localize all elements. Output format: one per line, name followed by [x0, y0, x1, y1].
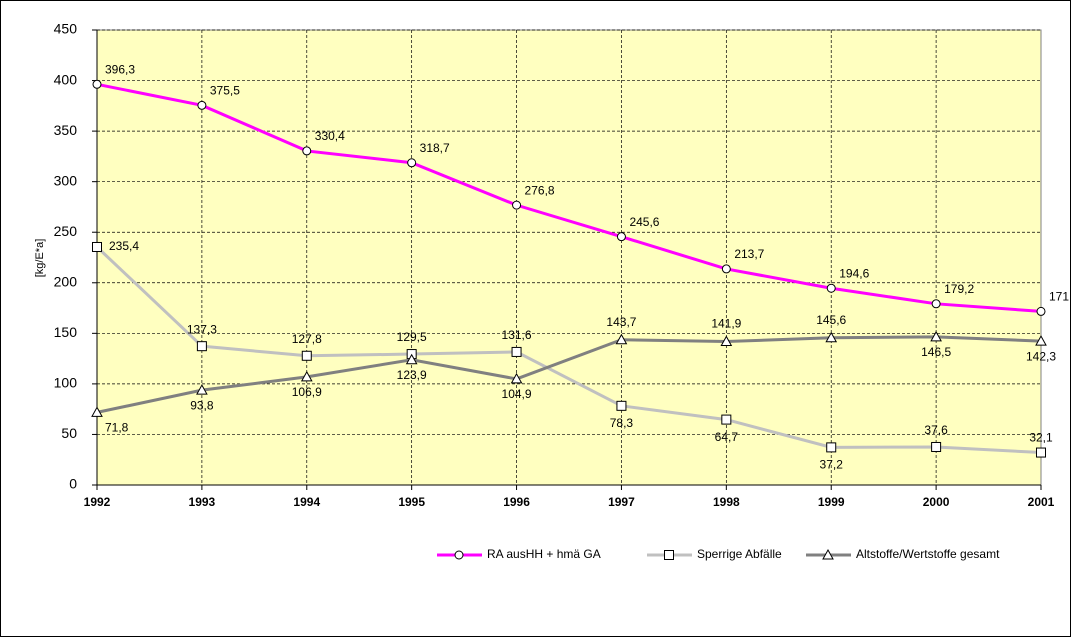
data-label: 32,1 — [1029, 431, 1053, 445]
x-tick-label: 1999 — [818, 495, 845, 509]
marker — [930, 330, 942, 342]
marker — [302, 146, 312, 156]
data-label: 375,5 — [210, 83, 240, 97]
marker — [825, 331, 838, 343]
data-label: 93,8 — [190, 398, 214, 412]
x-tick-label: 1997 — [608, 495, 635, 509]
marker — [664, 550, 674, 560]
marker — [510, 372, 523, 384]
data-label: 78,3 — [610, 416, 634, 430]
y-tick-label: 150 — [54, 324, 78, 340]
marker — [616, 232, 626, 242]
data-label: 143,7 — [606, 315, 636, 329]
marker — [407, 158, 417, 168]
marker — [1036, 447, 1046, 458]
x-tick-label: 1994 — [293, 495, 320, 509]
data-label: 137,3 — [187, 322, 217, 336]
marker — [300, 370, 313, 382]
data-label: 64,7 — [715, 430, 739, 444]
x-tick-label: 2000 — [923, 495, 950, 509]
data-label: 127,8 — [292, 332, 322, 346]
x-tick-label: 2001 — [1028, 495, 1055, 509]
y-tick-label: 400 — [54, 71, 78, 87]
marker — [92, 79, 102, 89]
marker — [512, 200, 522, 210]
marker — [720, 335, 733, 347]
data-label: 123,9 — [397, 368, 427, 382]
series-line — [95, 245, 1042, 455]
data-label: 330,4 — [315, 129, 345, 143]
marker — [405, 353, 418, 365]
data-label: 37,6 — [924, 423, 948, 437]
x-tick-label: 1995 — [398, 495, 425, 509]
marker — [92, 241, 102, 252]
y-tick-label: 300 — [54, 172, 78, 188]
data-label: 235,4 — [109, 239, 139, 253]
data-label: 146,5 — [921, 345, 951, 359]
y-tick-label: 0 — [69, 476, 77, 492]
y-tick-label: 350 — [54, 122, 78, 138]
data-label: 245,6 — [629, 215, 659, 229]
data-label: 141,9 — [711, 317, 741, 331]
data-label: 171,7 — [1049, 290, 1071, 304]
data-label: 179,2 — [944, 282, 974, 296]
marker — [931, 299, 941, 309]
data-label: 318,7 — [420, 141, 450, 155]
legend-label: Sperrige Abfälle — [697, 547, 782, 561]
marker — [196, 341, 207, 352]
y-tick-label: 50 — [61, 425, 77, 441]
data-label: 213,7 — [734, 247, 764, 261]
marker — [91, 406, 103, 417]
marker — [931, 441, 942, 452]
data-label: 145,6 — [816, 313, 846, 327]
data-label: 131,6 — [502, 328, 532, 342]
marker — [721, 414, 732, 425]
series-line — [96, 335, 1042, 414]
data-label: 194,6 — [839, 266, 869, 280]
marker — [826, 442, 837, 453]
data-label: 37,2 — [820, 458, 844, 472]
data-label: 142,3 — [1026, 349, 1056, 363]
y-tick-label: 450 — [54, 21, 78, 37]
marker — [721, 264, 731, 274]
data-label: 106,9 — [292, 385, 322, 399]
y-axis-label: [kg/E*a] — [34, 239, 46, 278]
marker — [1036, 306, 1046, 316]
y-tick-label: 250 — [54, 223, 78, 239]
marker — [196, 384, 208, 395]
legend-label: RA ausHH + hmä GA — [487, 547, 601, 561]
marker — [1035, 335, 1047, 346]
marker — [616, 400, 627, 411]
marker — [301, 350, 312, 361]
y-tick-label: 200 — [54, 273, 78, 289]
x-tick-label: 1993 — [189, 495, 216, 509]
data-label: 71,8 — [105, 421, 129, 435]
marker — [615, 333, 628, 345]
marker — [197, 100, 207, 110]
marker — [822, 548, 834, 560]
x-tick-label: 1992 — [84, 495, 111, 509]
marker — [826, 283, 836, 293]
data-label: 396,3 — [105, 62, 135, 76]
data-label: 276,8 — [525, 183, 555, 197]
data-label: 129,5 — [397, 330, 427, 344]
marker — [454, 550, 464, 560]
data-label: 104,9 — [502, 387, 532, 401]
series-line — [96, 82, 1042, 313]
x-tick-label: 1996 — [503, 495, 530, 509]
legend-label: Altstoffe/Wertstoffe gesamt — [856, 547, 1000, 561]
y-tick-label: 100 — [54, 375, 78, 391]
x-tick-label: 1998 — [713, 495, 740, 509]
plot-area — [96, 29, 1042, 486]
marker — [511, 346, 522, 357]
